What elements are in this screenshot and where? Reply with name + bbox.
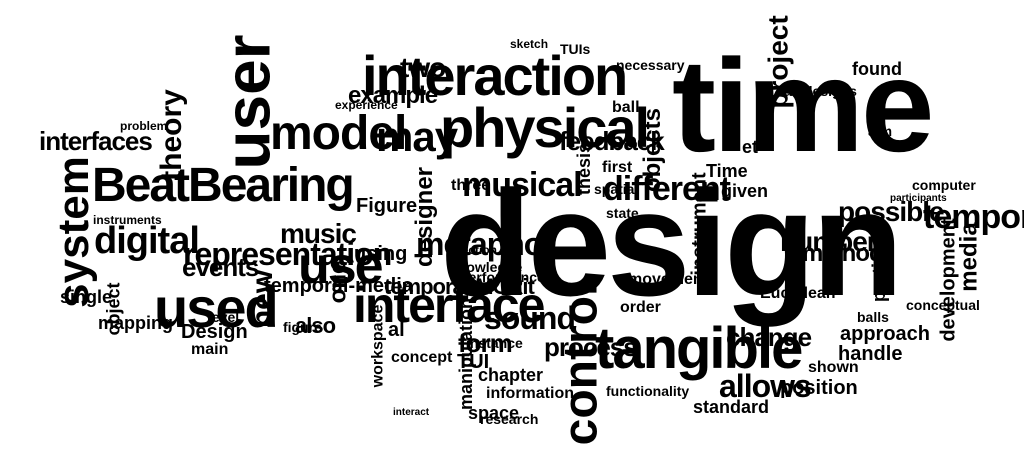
- word-functionality: functionality: [606, 383, 690, 399]
- word-found: found: [852, 59, 902, 79]
- word-two: two: [400, 52, 446, 83]
- word-metaphor: metaphor: [416, 226, 555, 262]
- word-tangible: tangible: [595, 316, 803, 381]
- word-chapter: chapter: [478, 365, 544, 385]
- word-interaction: interaction: [362, 44, 628, 107]
- word-interact: interact: [393, 407, 430, 418]
- word-three: three: [451, 177, 491, 194]
- word-may: may: [376, 113, 458, 160]
- word-used: used: [154, 276, 279, 339]
- word-information: information: [486, 385, 574, 402]
- word-media: media: [955, 222, 983, 292]
- word-figure-capital: Figure: [356, 195, 418, 217]
- word-participants: participants: [890, 193, 947, 204]
- word-temporal: temporal: [923, 198, 1024, 236]
- word-problem: problem: [120, 119, 168, 133]
- word-task: task: [778, 83, 811, 100]
- word-instruments: instruments: [93, 213, 162, 227]
- word-tuis: TUIs: [560, 41, 591, 57]
- word-research: research: [480, 411, 539, 427]
- word-et: et: [742, 137, 759, 157]
- word-tui: TUI: [457, 351, 490, 373]
- word-instrument: instrument: [688, 172, 711, 276]
- word-different: different: [603, 170, 731, 208]
- word-form: form: [458, 328, 513, 358]
- word-temporal-media: temporal-media: [264, 275, 413, 297]
- word-musical: musical: [462, 166, 583, 204]
- word-order: order: [620, 299, 661, 316]
- word-state: state: [606, 205, 639, 221]
- word-space: space: [468, 403, 520, 423]
- word-experience: experience: [335, 98, 398, 112]
- word-conceptual: conceptual: [906, 297, 980, 313]
- word-number: number: [780, 226, 878, 257]
- word-model: model: [270, 107, 407, 160]
- word-change: change: [726, 322, 812, 352]
- word-feedback: feedback: [559, 126, 665, 156]
- word-approach: approach: [840, 323, 931, 345]
- word-beatbearing: BeatBearing: [92, 159, 355, 212]
- word-concept: concept: [391, 349, 453, 366]
- word-mapping: mapping: [98, 313, 173, 333]
- word-ball: ball: [612, 99, 640, 116]
- word-shown: shown: [808, 359, 859, 376]
- word-design-capital: Design: [181, 321, 248, 343]
- word-al: al: [388, 319, 405, 341]
- word-method: method: [802, 240, 884, 267]
- word-designer: designer: [411, 166, 439, 268]
- word-allows: allows: [719, 368, 812, 404]
- word-time: time: [672, 32, 934, 179]
- word-system: system: [48, 156, 98, 308]
- word-temporal-mcrit: temporal-MCRit: [384, 274, 535, 299]
- word-position: position: [780, 377, 858, 399]
- word-main: main: [191, 341, 229, 358]
- word-thesis: thesis: [574, 142, 595, 196]
- word-standard: standard: [693, 397, 770, 417]
- word-digital: digital: [94, 220, 200, 262]
- word-single: single: [60, 287, 113, 307]
- word-sound: sound: [484, 300, 576, 336]
- word-aim: aim: [868, 123, 893, 139]
- word-handle: handle: [838, 343, 903, 365]
- word-given: given: [721, 181, 769, 201]
- word-example: example: [348, 82, 438, 109]
- word-spatial: spatial: [594, 181, 639, 197]
- word-physical: physical: [440, 96, 650, 159]
- word-time-capital: Time: [706, 161, 748, 181]
- word-workspace: workspace: [369, 304, 387, 388]
- word-balls: balls: [857, 309, 889, 325]
- word-sketch: sketch: [510, 37, 549, 51]
- word-knowledge: knowledge: [450, 259, 523, 275]
- word-interfaces: interfaces: [39, 126, 153, 156]
- word-representation: representation: [183, 236, 392, 272]
- word-interface: interface: [353, 277, 545, 333]
- word-section: section: [455, 243, 498, 257]
- word-movement: movement: [628, 271, 709, 288]
- word-development: development: [937, 218, 960, 342]
- word-necessary: necessary: [616, 57, 685, 73]
- word-instance: instance: [466, 335, 523, 351]
- word-first: first: [602, 159, 633, 176]
- word-design: design: [440, 159, 903, 327]
- word-events: events: [182, 252, 259, 282]
- word-also: also: [295, 313, 336, 338]
- word-level: level: [208, 309, 240, 325]
- word-figure: figure: [283, 319, 322, 335]
- word-possible: possible: [838, 196, 945, 227]
- word-music: music: [280, 218, 357, 249]
- word-performance: performance: [460, 269, 545, 285]
- word-designs: designs: [804, 83, 857, 99]
- word-using: using: [354, 243, 408, 265]
- word-euclidean: Euclidean: [760, 285, 836, 302]
- word-process: process: [544, 332, 638, 362]
- word-use: use: [298, 237, 384, 295]
- word-theory: theory: [154, 89, 188, 181]
- word-computer: computer: [912, 177, 976, 193]
- word-particular: particular: [869, 219, 890, 303]
